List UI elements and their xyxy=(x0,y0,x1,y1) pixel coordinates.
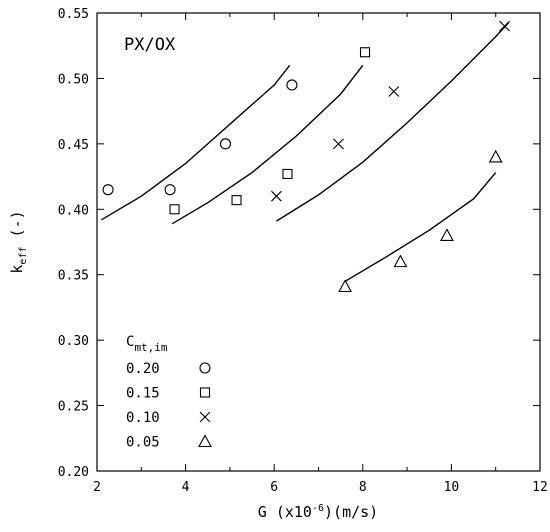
y-axis-label-rest: (-) xyxy=(8,210,26,246)
data-point-square xyxy=(359,47,371,58)
data-point-triangle xyxy=(488,149,503,163)
legend-marker-circle xyxy=(199,362,211,374)
y-axis-label-sub: eff xyxy=(18,247,29,265)
y-tick-label: 0.20 xyxy=(58,465,89,480)
fit-lines xyxy=(101,21,510,282)
data-point-square xyxy=(231,195,242,206)
y-tick-label: 0.45 xyxy=(58,138,89,153)
x-axis-label-main: G (x10 xyxy=(258,503,312,521)
data-point-triangle xyxy=(440,228,454,242)
y-tick-label: 0.30 xyxy=(58,334,89,349)
fit-line-triangle xyxy=(344,172,497,282)
y-axis-label-main: k xyxy=(8,265,26,274)
x-tick-label: 6 xyxy=(270,480,278,495)
data-markers xyxy=(102,20,510,293)
y-tick-label: 0.35 xyxy=(58,269,89,284)
legend-entry-label: 0.05 xyxy=(126,435,160,451)
x-tick-label: 8 xyxy=(359,480,367,495)
data-point-square xyxy=(169,204,180,215)
legend-title: Cmt,im xyxy=(126,334,168,354)
data-point-cross xyxy=(271,190,282,202)
legend-entry-label: 0.15 xyxy=(126,386,160,402)
legend: 0.20 0.15 0.10 0.05 xyxy=(126,361,212,451)
x-tick-label: 12 xyxy=(532,480,548,495)
data-point-circle xyxy=(219,138,232,150)
axis-ticks: 2 4 6 8 10 12 0.20 0.25 0.30 0.35 0.40 0.45 0.50 0.55 xyxy=(58,7,548,495)
y-tick-label: 0.25 xyxy=(58,400,89,415)
fit-line-circle xyxy=(101,64,291,221)
data-point-circle xyxy=(164,184,176,196)
fit-line-cross xyxy=(276,21,510,222)
fit-line-square xyxy=(171,64,364,225)
data-point-square xyxy=(282,168,293,180)
x-tick-label: 4 xyxy=(182,480,190,495)
data-point-cross xyxy=(333,138,344,150)
y-axis-label: keff (-) xyxy=(8,210,29,273)
x-axis-label-rest: )(m/s) xyxy=(324,503,378,521)
data-point-cross xyxy=(499,20,510,32)
data-point-triangle xyxy=(338,279,353,293)
legend-entry-label: 0.20 xyxy=(126,361,160,377)
x-axis-label: G (x10-6)(m/s) xyxy=(258,503,378,521)
plot-frame xyxy=(96,12,541,472)
x-tick-label: 2 xyxy=(93,480,101,495)
y-tick-label: 0.50 xyxy=(58,72,89,87)
y-tick-label: 0.55 xyxy=(58,7,89,22)
x-tick-label: 10 xyxy=(444,480,460,495)
data-point-circle xyxy=(286,79,298,91)
legend-marker-cross xyxy=(199,411,211,423)
legend-marker-triangle xyxy=(198,434,212,448)
y-tick-label: 0.40 xyxy=(58,203,89,218)
legend-title-sub: mt,im xyxy=(134,341,167,354)
chart-title: PX/OX xyxy=(124,35,176,55)
x-axis-label-sup: -6 xyxy=(312,503,324,514)
legend-marker-square xyxy=(199,387,211,398)
data-point-cross xyxy=(388,86,400,97)
legend-entry-label: 0.10 xyxy=(126,410,160,426)
data-point-circle xyxy=(102,184,114,196)
data-point-triangle xyxy=(393,254,408,268)
legend-title-main: C xyxy=(126,334,134,350)
